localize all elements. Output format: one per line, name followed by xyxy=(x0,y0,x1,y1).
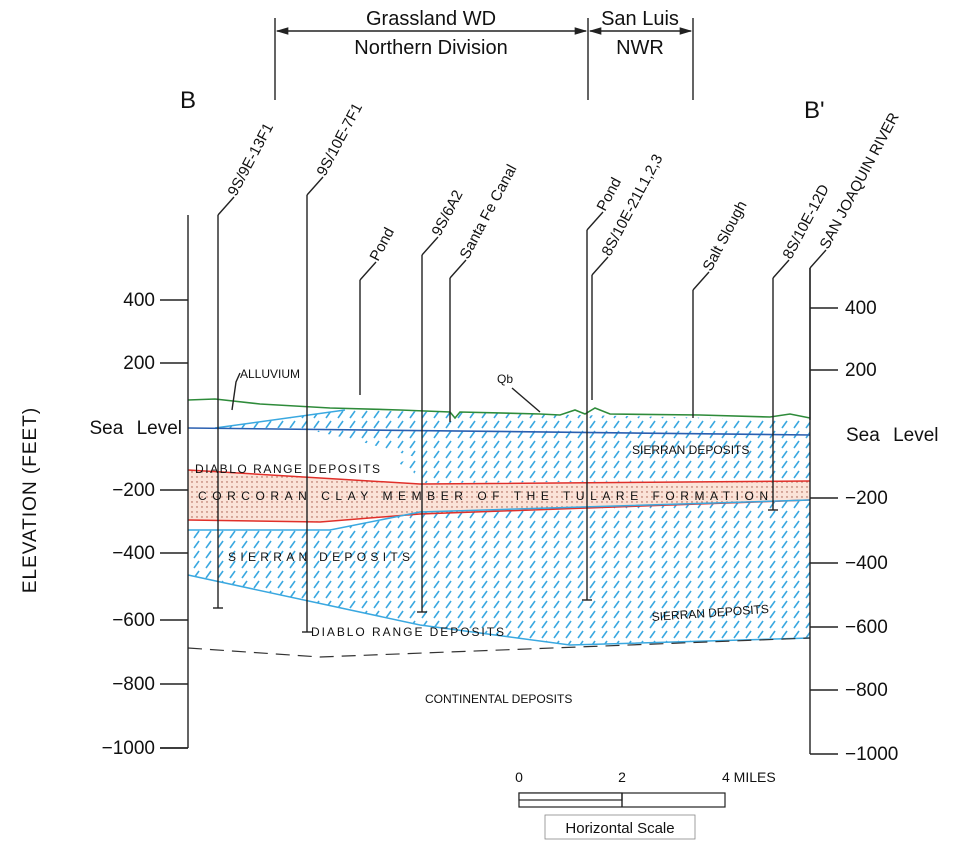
well-leader xyxy=(450,260,466,278)
well-label: Salt Slough xyxy=(700,198,751,274)
unit-label: ALLUVIUM xyxy=(240,367,300,381)
well-leader xyxy=(587,212,603,230)
well-leader xyxy=(773,260,789,278)
unit-label: CONTINENTAL DEPOSITS xyxy=(425,692,572,706)
y-tick-label: Sea Level xyxy=(846,425,939,446)
y-tick-label: −600 xyxy=(112,610,155,631)
scale-end: 4 MILES xyxy=(722,769,776,785)
y-tick-label: 200 xyxy=(845,360,877,381)
y-tick-label: 400 xyxy=(845,298,877,319)
well-leader xyxy=(307,177,323,195)
y-tick-label: −400 xyxy=(845,553,888,574)
unit-label: SIERRAN DEPOSITS xyxy=(632,443,749,457)
scale-caption: Horizontal Scale xyxy=(565,820,674,837)
unit-label: SIERRAN DEPOSITS xyxy=(228,550,410,564)
y-tick-label: −200 xyxy=(112,480,155,501)
well-label: Pond xyxy=(367,225,398,264)
y-tick-label: −800 xyxy=(845,680,888,701)
well-label: 9S/10E-7F1 xyxy=(314,100,367,179)
well-leader xyxy=(810,250,826,268)
y-tick-label: −1000 xyxy=(845,744,898,765)
scale-bar-fill xyxy=(519,793,622,800)
scale-tick: 2 xyxy=(618,769,626,785)
well-leader xyxy=(693,272,709,290)
y-tick-label: −400 xyxy=(112,543,155,564)
section-end: B xyxy=(180,87,196,114)
unit-label: DIABLO RANGE DEPOSITS xyxy=(311,625,504,639)
well-leader xyxy=(422,237,438,255)
well-leader xyxy=(360,262,376,280)
well-label: Santa Fe Canal xyxy=(457,162,521,262)
well-leader xyxy=(218,197,234,215)
axis-label: ELEVATION (FEET) xyxy=(20,407,41,593)
well-label: 9S/9E-13F1 xyxy=(225,120,278,199)
region-label: San Luis xyxy=(601,8,679,30)
well-leader xyxy=(592,257,608,275)
y-tick-label: 400 xyxy=(123,290,155,311)
section-end: B' xyxy=(804,97,825,124)
well-label: SAN JOAQUIN RIVER xyxy=(817,110,903,252)
well-label: 8S/10E-12D xyxy=(780,182,833,262)
unit-label: Qb xyxy=(497,372,513,386)
region-label: Northern Division xyxy=(354,37,507,59)
y-tick-label: −1000 xyxy=(102,738,155,759)
y-tick-label: −600 xyxy=(845,617,888,638)
cross-section: Grassland WD Northern Division San Luis NWR… xyxy=(0,0,972,841)
unit-label: DIABLO RANGE DEPOSITS xyxy=(195,462,380,476)
region-label: NWR xyxy=(616,37,664,59)
scale-tick: 0 xyxy=(515,769,523,785)
y-tick-label: −200 xyxy=(845,488,888,509)
y-tick-label: −800 xyxy=(112,674,155,695)
region-label: Grassland WD xyxy=(366,8,496,30)
leader xyxy=(232,373,240,410)
leader xyxy=(512,388,540,412)
y-tick-label: Sea Level xyxy=(89,418,182,439)
well-label: 9S/6A2 xyxy=(429,187,467,238)
y-tick-label: 200 xyxy=(123,353,155,374)
